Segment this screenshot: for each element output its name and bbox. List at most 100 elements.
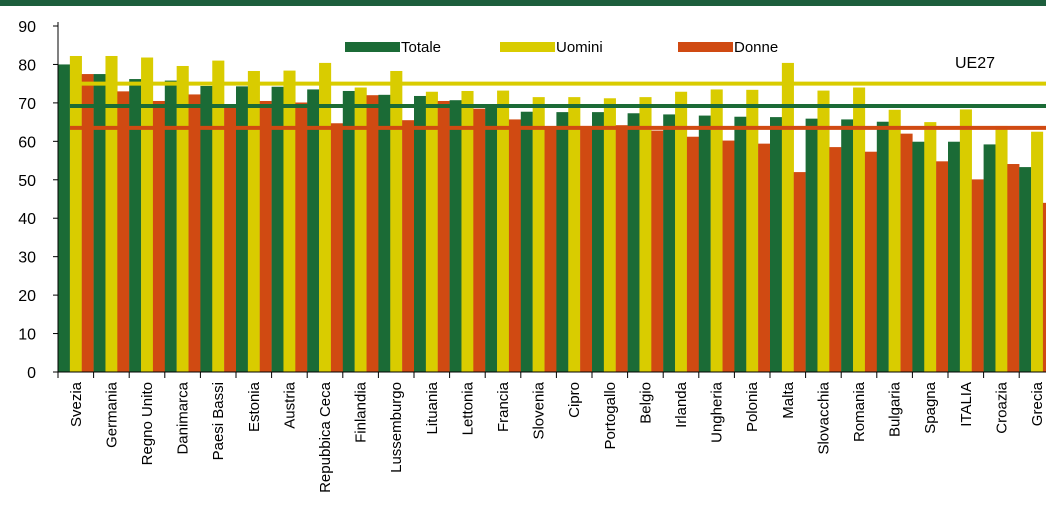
bar-uomini-9 xyxy=(354,87,367,372)
bar-uomini-8 xyxy=(319,62,332,372)
bar-donne-7 xyxy=(295,102,308,372)
x-category-label: Francia xyxy=(495,381,512,432)
bar-donne-13 xyxy=(508,119,521,372)
bar-totale-23 xyxy=(841,119,854,372)
bar-donne-22 xyxy=(829,147,842,372)
bar-donne-2 xyxy=(117,91,130,373)
header-bar xyxy=(0,0,1046,6)
bar-donne-25 xyxy=(936,161,949,372)
bar-donne-28 xyxy=(1042,202,1046,372)
bar-donne-20 xyxy=(758,143,771,372)
x-category-label: Finlandia xyxy=(353,381,370,443)
bar-uomini-5 xyxy=(212,60,225,372)
bar-donne-14 xyxy=(544,126,557,372)
legend-label-totale: Totale xyxy=(401,39,441,56)
bar-totale-9 xyxy=(342,90,355,372)
eu27-annotation: UE27 xyxy=(955,55,995,72)
bar-totale-6 xyxy=(236,86,249,373)
bar-uomini-6 xyxy=(247,70,260,372)
bar-totale-14 xyxy=(520,111,533,372)
bar-uomini-27 xyxy=(995,125,1008,373)
legend-label-donne: Donne xyxy=(734,39,778,56)
bar-totale-25 xyxy=(912,141,925,372)
x-category-label: Bulgaria xyxy=(887,381,904,437)
bar-totale-24 xyxy=(876,121,889,372)
bar-totale-3 xyxy=(129,79,142,373)
bar-donne-18 xyxy=(686,136,699,372)
x-category-label: Grecia xyxy=(1029,381,1046,426)
x-category-label: Svezia xyxy=(68,381,85,427)
x-category-label: Austria xyxy=(281,381,298,428)
bar-totale-2 xyxy=(93,74,106,372)
bar-uomini-12 xyxy=(461,90,474,372)
bar-totale-5 xyxy=(200,85,213,372)
bar-totale-21 xyxy=(770,117,783,372)
x-category-label: Slovacchia xyxy=(815,381,832,454)
bar-uomini-3 xyxy=(141,57,154,373)
x-category-label: Ungheria xyxy=(709,381,726,443)
x-category-label: Malta xyxy=(780,381,797,418)
y-tick-label: 10 xyxy=(18,327,36,344)
bar-totale-26 xyxy=(948,141,961,372)
y-tick-label: 30 xyxy=(18,250,36,267)
bar-uomini-2 xyxy=(105,55,118,373)
bar-totale-18 xyxy=(663,114,676,373)
eu27-reference-lines xyxy=(70,81,1046,130)
x-category-label: Romania xyxy=(851,381,868,442)
bar-uomini-22 xyxy=(817,90,830,372)
x-category-label: Lituania xyxy=(424,381,441,434)
bar-donne-16 xyxy=(615,125,628,372)
bar-donne-3 xyxy=(152,100,165,372)
bar-donne-17 xyxy=(651,130,664,372)
x-category-label: Belgio xyxy=(637,382,654,424)
y-tick-label: 0 xyxy=(27,365,36,382)
legend: Totale Uomini Donne xyxy=(345,39,778,56)
bar-totale-10 xyxy=(378,94,391,372)
bar-totale-28 xyxy=(1019,167,1032,372)
bar-totale-1 xyxy=(58,64,71,372)
x-category-label: Polonia xyxy=(744,381,761,432)
bar-uomini-23 xyxy=(853,87,866,372)
bar-totale-4 xyxy=(164,80,177,372)
bar-uomini-10 xyxy=(390,70,403,372)
axes xyxy=(53,22,1046,378)
x-category-label: Paesi Bassi xyxy=(210,382,227,460)
x-category-label: ITALIA xyxy=(958,382,975,427)
x-category-label: Germania xyxy=(103,381,120,448)
bar-uomini-24 xyxy=(888,109,901,372)
bar-donne-5 xyxy=(224,107,237,372)
bar-totale-15 xyxy=(556,112,569,373)
x-category-label: Danimarca xyxy=(175,381,192,454)
legend-swatch-donne xyxy=(678,42,733,52)
bar-totale-27 xyxy=(983,144,996,372)
legend-swatch-uomini xyxy=(500,42,555,52)
bar-totale-16 xyxy=(592,112,605,373)
bar-uomini-13 xyxy=(497,90,510,372)
bar-uomini-21 xyxy=(781,62,794,372)
bar-groups xyxy=(58,55,1046,373)
bar-donne-8 xyxy=(330,123,343,372)
y-tick-label: 70 xyxy=(18,96,36,113)
bar-uomini-26 xyxy=(959,109,972,373)
bar-totale-12 xyxy=(449,100,462,372)
x-category-label: Portogallo xyxy=(602,382,619,450)
bar-donne-26 xyxy=(971,179,984,372)
bar-totale-22 xyxy=(805,118,818,373)
bar-totale-20 xyxy=(734,116,747,372)
bar-uomini-19 xyxy=(710,89,723,373)
x-category-label: Lussemburgo xyxy=(388,382,405,473)
x-category-label: Regno Unito xyxy=(139,382,156,465)
y-axis-tick-labels: 0 10 20 30 40 50 60 70 80 90 xyxy=(18,19,36,382)
bar-donne-4 xyxy=(188,94,201,373)
bar-totale-8 xyxy=(307,89,320,373)
bar-totale-19 xyxy=(698,115,711,372)
bar-uomini-28 xyxy=(1031,131,1044,372)
bar-donne-12 xyxy=(473,108,486,372)
x-category-label: Irlanda xyxy=(673,381,690,428)
x-category-label: Slovenia xyxy=(531,381,548,439)
bar-uomini-20 xyxy=(746,89,759,372)
x-category-label: Repubbica Ceca xyxy=(317,381,334,493)
bar-uomini-14 xyxy=(532,97,545,373)
y-tick-label: 80 xyxy=(18,57,36,74)
bar-uomini-18 xyxy=(675,91,688,373)
